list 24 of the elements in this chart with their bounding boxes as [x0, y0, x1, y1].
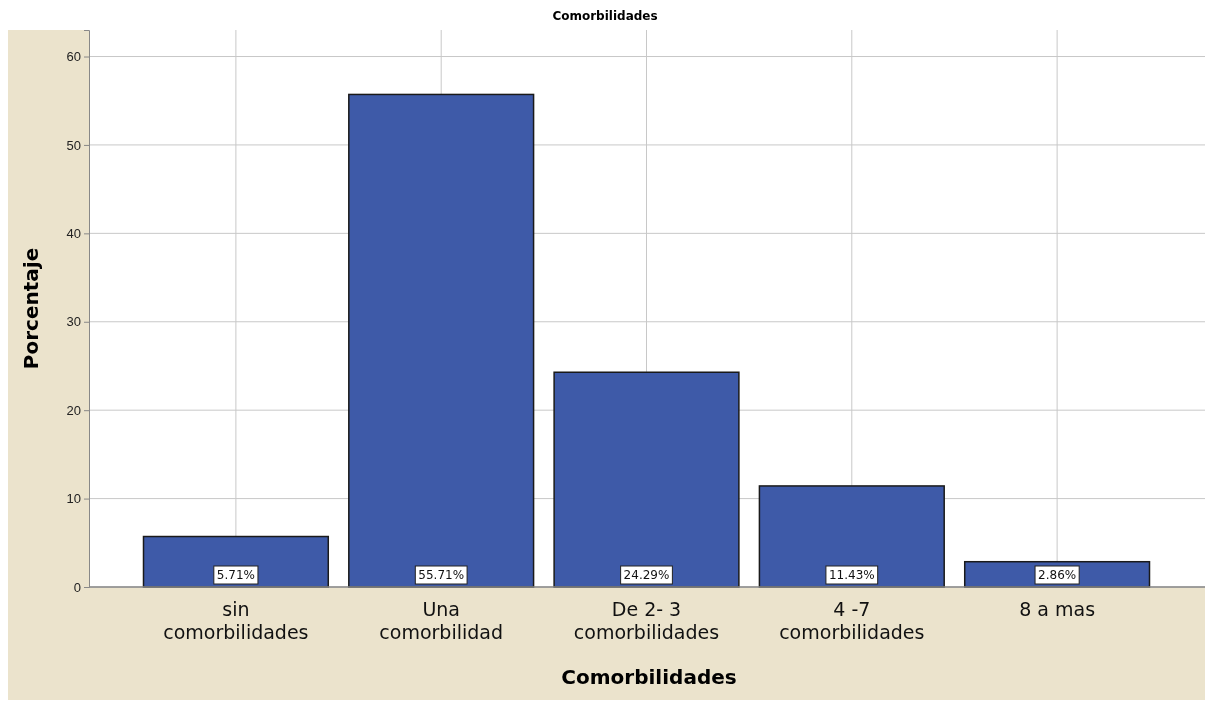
x-tick-label: 8 a mas	[1019, 598, 1096, 620]
bar	[758, 485, 945, 588]
y-axis-title: Porcentaje	[19, 247, 43, 370]
bar	[142, 535, 330, 588]
x-tick-label: 4 -7 comorbilidades	[779, 598, 925, 643]
data-label: 2.86%	[1038, 568, 1077, 582]
data-label: 55.71%	[418, 568, 465, 582]
y-tick-label: 30	[66, 314, 81, 330]
y-tick-label: 20	[66, 402, 81, 418]
x-tick-label: sin comorbilidades	[163, 598, 309, 643]
x-tick-label: Una comorbilidad	[379, 598, 504, 643]
y-tick-label: 10	[66, 491, 81, 507]
x-tick-label: De 2- 3 comorbilidades	[573, 598, 720, 643]
chart-title: Comorbilidades	[552, 9, 658, 23]
y-tick-label: 50	[66, 137, 81, 153]
y-tick-label: 60	[66, 49, 81, 65]
data-label: 11.43%	[828, 568, 875, 582]
bar	[553, 371, 740, 588]
bar	[348, 93, 535, 588]
data-label: 5.71%	[216, 568, 255, 582]
data-label: 24.29%	[623, 568, 670, 582]
y-tick-label: 0	[73, 579, 81, 595]
y-tick-label: 40	[66, 226, 81, 242]
x-axis-title: Comorbilidades	[561, 665, 737, 689]
